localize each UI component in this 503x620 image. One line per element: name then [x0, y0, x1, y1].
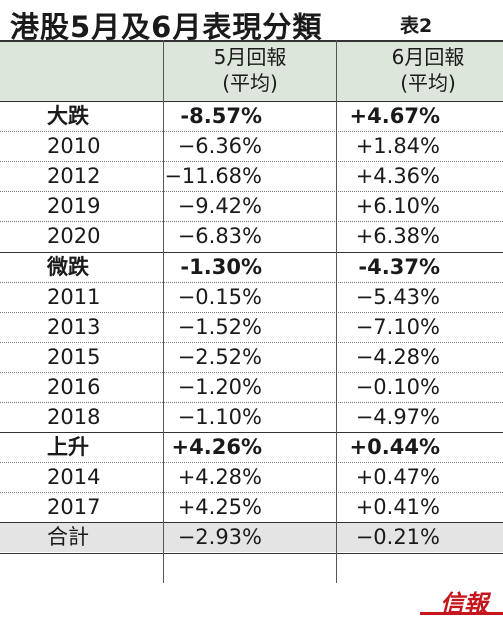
- row-divider: [0, 341, 503, 343]
- row-divider: [0, 101, 503, 102]
- row-label: 上升: [47, 435, 89, 460]
- value-may: +4.28%: [177, 465, 262, 490]
- value-june: +1.84%: [355, 134, 440, 159]
- row-divider: [0, 221, 503, 223]
- column-header: 5月回報: [213, 45, 287, 69]
- value-june: +0.44%: [349, 435, 440, 460]
- row-divider: [0, 522, 503, 524]
- value-may: −1.10%: [177, 405, 262, 429]
- value-june: -4.37%: [358, 254, 440, 279]
- value-june: +6.38%: [355, 224, 440, 249]
- row-label: 2019: [47, 194, 101, 219]
- value-june: −0.21%: [355, 525, 440, 550]
- row-background: [0, 522, 503, 553]
- value-may: −1.52%: [177, 314, 262, 339]
- value-may: −1.20%: [177, 374, 262, 399]
- row-label: 2012: [47, 164, 101, 189]
- value-may: −11.68%: [164, 164, 262, 189]
- row-label: 2011: [47, 284, 101, 309]
- row-label: 2016: [47, 374, 101, 399]
- row-divider: [0, 131, 503, 133]
- value-june: −7.10%: [355, 314, 440, 339]
- row-divider: [0, 191, 503, 193]
- row-label: 大跌: [47, 104, 89, 128]
- value-june: −4.97%: [355, 405, 440, 429]
- title: 港股5月及6月表現分類: [10, 10, 323, 44]
- row-divider: [0, 251, 503, 253]
- table-tag: 表2: [400, 15, 433, 37]
- value-june: +0.47%: [355, 465, 440, 490]
- value-may: -8.57%: [180, 104, 262, 128]
- row-label: 2017: [47, 495, 101, 520]
- row-label: 微跌: [47, 254, 89, 279]
- column-divider: [163, 40, 164, 583]
- row-divider: [0, 402, 503, 403]
- row-divider: [0, 161, 503, 163]
- header-background: [0, 40, 503, 101]
- value-june: +6.10%: [355, 194, 440, 219]
- row-divider: [0, 281, 503, 283]
- row-label: 2018: [47, 405, 101, 429]
- bottom-border: [0, 552, 503, 554]
- row-divider: [0, 462, 503, 464]
- value-may: −0.15%: [177, 284, 262, 309]
- row-divider: [0, 492, 503, 494]
- row-divider: [0, 432, 503, 434]
- row-label: 2014: [47, 465, 101, 490]
- column-header: (平均): [222, 71, 278, 95]
- logo-underline: [420, 612, 503, 615]
- value-june: −5.43%: [355, 284, 440, 309]
- row-label: 2015: [47, 344, 101, 369]
- value-may: −6.83%: [177, 224, 262, 249]
- value-june: +4.67%: [349, 104, 440, 128]
- value-may: −2.52%: [177, 344, 262, 369]
- column-header: 6月回報: [391, 45, 465, 69]
- row-divider: [0, 311, 503, 313]
- value-june: +0.41%: [355, 495, 440, 520]
- row-divider: [0, 371, 503, 373]
- value-june: −4.28%: [355, 344, 440, 369]
- row-label: 合計: [47, 525, 89, 550]
- value-june: −0.10%: [355, 374, 440, 399]
- row-label: 2013: [47, 314, 101, 339]
- value-june: +4.36%: [355, 164, 440, 189]
- value-may: −9.42%: [177, 194, 262, 219]
- value-may: −6.36%: [177, 134, 262, 159]
- value-may: −2.93%: [177, 525, 262, 550]
- value-may: -1.30%: [180, 254, 262, 279]
- row-label: 2020: [47, 224, 101, 249]
- value-may: +4.25%: [177, 495, 262, 520]
- value-may: +4.26%: [171, 435, 262, 460]
- column-header: (平均): [400, 71, 456, 95]
- column-divider: [336, 40, 337, 583]
- row-label: 2010: [47, 134, 101, 159]
